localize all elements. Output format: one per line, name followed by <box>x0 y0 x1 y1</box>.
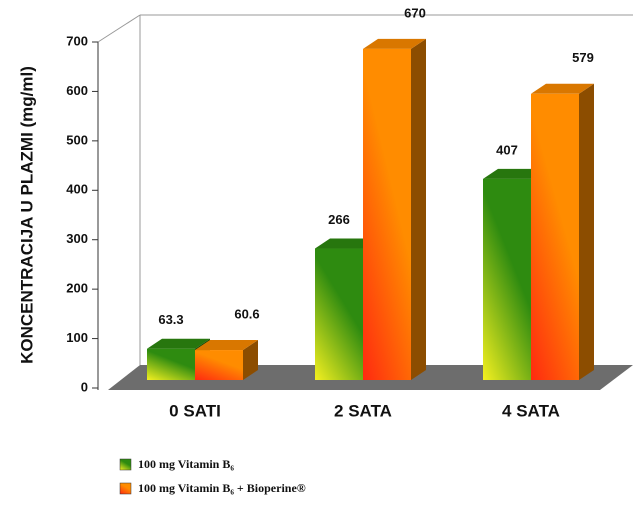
legend-swatch <box>119 458 132 471</box>
y-tick-label: 600 <box>66 83 88 98</box>
bar <box>195 350 243 380</box>
y-tick-label: 400 <box>66 182 88 197</box>
value-label: 266 <box>328 212 350 227</box>
value-label: 579 <box>572 50 594 65</box>
x-tick-label: 0 SATI <box>169 401 221 420</box>
bar-top <box>147 338 210 349</box>
y-tick-label: 0 <box>81 379 88 394</box>
bar-top <box>531 83 594 94</box>
value-label: 63.3 <box>158 312 183 327</box>
value-label: 60.6 <box>234 306 259 321</box>
bar-top <box>195 340 258 351</box>
value-label: 670 <box>404 5 426 20</box>
bar <box>531 93 579 381</box>
y-tick-label: 300 <box>66 231 88 246</box>
bar-side <box>243 340 258 380</box>
side-wall-top <box>97 14 141 43</box>
y-tick-label: 200 <box>66 281 88 296</box>
legend-label: 100 mg Vitamin B₆ <box>138 457 234 471</box>
value-label: 407 <box>496 142 518 157</box>
bar <box>315 248 363 380</box>
bar-top <box>483 168 546 179</box>
y-tick-label: 700 <box>66 33 88 48</box>
legend-swatch <box>119 482 132 495</box>
bar <box>483 178 531 380</box>
y-tick-label: 100 <box>66 330 88 345</box>
x-tick-label: 4 SATA <box>502 401 560 420</box>
bar-top <box>315 238 378 249</box>
bar-side <box>411 38 426 380</box>
y-axis-label: KONCENTRACIJA U PLAZMI (mg/ml) <box>17 66 36 364</box>
bar <box>363 48 411 380</box>
bar-top <box>363 38 426 49</box>
x-tick-label: 2 SATA <box>334 401 392 420</box>
legend-label: 100 mg Vitamin B₆ + Bioperine® <box>138 481 306 495</box>
bar-side <box>579 83 594 381</box>
y-tick-label: 500 <box>66 132 88 147</box>
bar <box>147 348 195 380</box>
